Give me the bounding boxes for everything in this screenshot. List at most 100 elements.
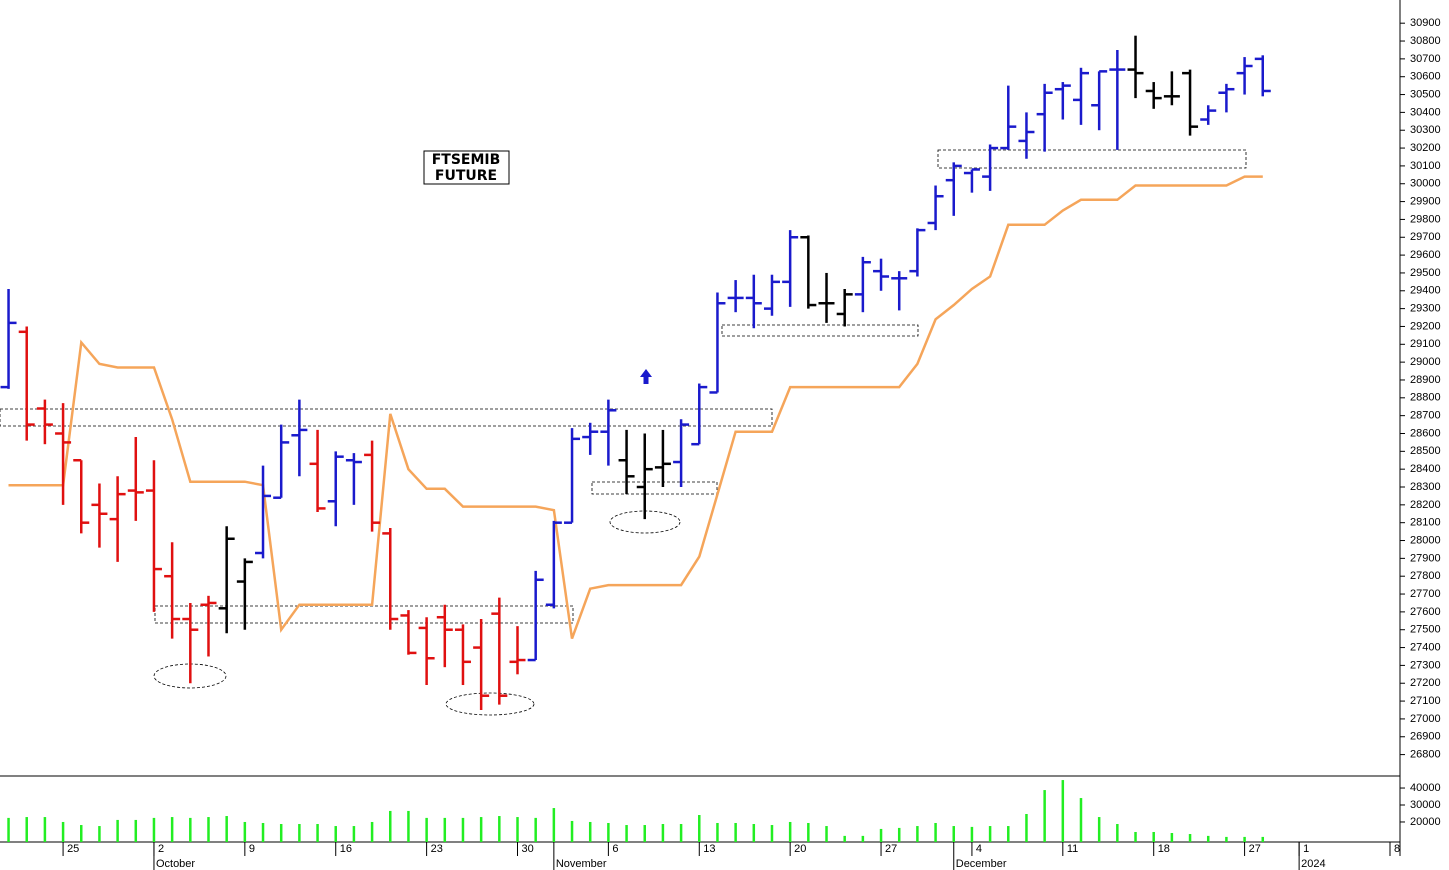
volume-bar [588,821,592,842]
y-tick-label: 29000 [1410,356,1441,368]
volume-bar [934,822,937,842]
y-tick-label: 20000 [1410,816,1441,828]
volume-bar [298,824,301,842]
y-tick-label: 28000 [1410,534,1441,546]
chart-title: FUTURE [435,168,497,184]
y-tick-label: 30700 [1410,53,1441,65]
volume-bar [98,826,101,842]
x-tick-label: 20 [794,843,806,855]
volume-bar [661,824,665,842]
y-tick-label: 27400 [1410,641,1441,653]
y-tick-label: 28700 [1410,410,1441,422]
volume-bar [498,816,501,842]
volume-bar [1243,836,1246,842]
y-tick-label: 28900 [1410,374,1441,386]
zone-box [591,481,718,495]
volume-bar [189,817,192,842]
volume-bar [825,826,828,842]
volume-bar [316,824,319,842]
y-tick-label: 30100 [1410,160,1441,172]
volume-bar [534,817,537,842]
volume-bar [1097,817,1101,842]
volume-bar [461,817,465,842]
y-tick-label: 27200 [1410,677,1441,689]
x-tick-label: 6 [612,843,618,855]
month-label: 2024 [1301,858,1325,870]
y-tick-label: 30000 [1410,178,1441,190]
annotations [0,149,1247,716]
volume-bar [1079,798,1083,842]
y-tick-label: 30000 [1410,799,1441,811]
up-arrow [640,369,652,384]
volume-bar [261,822,265,842]
month-label: November [556,858,607,870]
chart-title: FTSEMIB [432,152,501,168]
y-tick-label: 30300 [1410,124,1441,136]
y-tick-label: 29800 [1410,213,1441,225]
volume-bar [170,817,174,842]
y-tick-label: 27700 [1410,588,1441,600]
volume-bar [952,826,956,842]
y-tick-label: 28600 [1410,427,1441,439]
x-tick-label: 27 [885,843,897,855]
y-tick-label: 30500 [1410,88,1441,100]
month-label: October [156,858,195,870]
volume-bar [425,817,428,842]
volume-bar [1261,836,1265,842]
y-tick-label: 29100 [1410,338,1441,350]
volume-bar [352,826,356,842]
volume-bar [279,824,283,842]
y-tick-label: 27100 [1410,695,1441,707]
x-tick-label: 18 [1158,843,1170,855]
volume-bar [25,817,28,842]
y-tick-label: 30800 [1410,35,1441,47]
volume-bar [1007,826,1010,842]
zone-box [937,149,1247,169]
volume-bar [552,808,556,842]
volume-bar [916,826,919,842]
zone-box [721,324,919,337]
volume-bar [897,827,901,842]
volume-bar [1134,831,1137,842]
y-tick-label: 40000 [1410,782,1441,794]
volume-bar [152,817,156,842]
y-tick-label: 30600 [1410,71,1441,83]
volume-bar [607,822,610,842]
y-tick-label: 29900 [1410,195,1441,207]
volume-bar [80,825,83,842]
y-tick-label: 27300 [1410,659,1441,671]
volume-bar [734,822,737,842]
volume-bar [479,817,483,842]
y-tick-label: 29700 [1410,231,1441,243]
volume-bar [116,819,119,842]
y-tick-label: 29200 [1410,320,1441,332]
volume-bar [1206,835,1210,842]
volume-bar [7,817,10,842]
volume-bar [861,835,865,842]
volume-bar [843,835,846,842]
volume-bar [61,821,65,842]
month-label: December [956,858,1007,870]
volume-bar [516,817,519,842]
volume-bar [370,821,374,842]
volume-bar [225,816,228,842]
volume-bar [879,828,883,842]
volume-bar [1152,831,1155,842]
x-tick-label: 13 [703,843,715,855]
volume-bar [1225,836,1228,842]
volume-bar [207,817,210,842]
volume-bar [43,817,47,842]
volume-bar [752,824,756,842]
volume-bar [788,821,792,842]
x-tick-label: 4 [976,843,982,855]
volume-bar [1188,834,1192,842]
stop-line [8,175,1263,640]
y-tick-label: 28800 [1410,392,1441,404]
volume-bar [570,820,574,842]
y-tick-label: 29500 [1410,267,1441,279]
x-tick-label: 25 [67,843,79,855]
volume-bar [243,821,247,842]
y-tick-label: 30400 [1410,106,1441,118]
volume-bar [1061,780,1065,842]
y-tick-label: 26900 [1410,731,1441,743]
